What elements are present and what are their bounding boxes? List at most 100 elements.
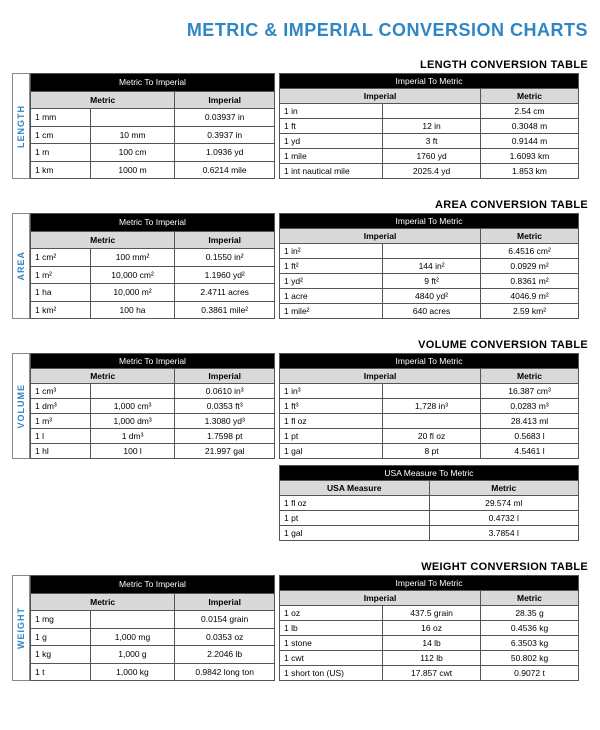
cell: 100 mm² [90,249,175,267]
table-row: 1 m²10,000 cm²1.1960 yd² [31,266,275,284]
column-header: Imperial [280,591,481,606]
table-row: 1 cm10 mm0.3937 in [31,126,275,144]
cell: 10 mm [90,126,175,144]
page-title: METRIC & IMPERIAL CONVERSION CHARTS [12,20,588,41]
cell: 1 m² [31,266,91,284]
table-row: 1 fl oz29.574 ml [280,496,579,511]
table-row: 1 ft²144 in²0.0929 m² [280,259,579,274]
table-row: 1 acre4840 yd²4046.9 m² [280,289,579,304]
section-title: WEIGHT CONVERSION TABLE [12,561,588,573]
conversion-table: Imperial To MetricImperialMetric1 in2.54… [279,73,579,179]
table-row: 1 g1,000 mg0.0353 oz [31,628,275,646]
column-header: Metric [31,369,175,384]
table-row: 1 in2.54 cm [280,104,579,119]
cell: 1760 yd [383,149,481,164]
cell: 0.1550 in² [175,249,275,267]
cell: 1 km [31,161,91,179]
cell: 0.03937 in [175,109,275,127]
cell: 640 acres [383,304,481,319]
cell: 1,000 cm³ [90,399,175,414]
cell: 10,000 m² [90,284,175,302]
cell: 1,000 kg [90,663,175,681]
side-label-wrap: WEIGHT [12,575,30,681]
cell: 0.6214 mile [175,161,275,179]
cell: 0.3048 m [481,119,579,134]
side-label: LENGTH [16,105,26,148]
side-label: AREA [16,251,26,281]
column-header: Imperial [280,369,481,384]
cell: 1,000 g [90,646,175,664]
cell: 112 lb [383,651,481,666]
table-row: 1 mile²640 acres2.59 km² [280,304,579,319]
cell: 16 oz [383,621,481,636]
cell: 1 ft³ [280,399,383,414]
cell: 0.3937 in [175,126,275,144]
table-header: USA Measure To Metric [280,466,579,481]
table-row: 1 gal3.7854 l [280,526,579,541]
cell: 17.857 cwt [383,666,481,681]
table-row: 1 in²6.4516 cm² [280,244,579,259]
cell: 0.0154 grain [175,611,275,629]
column-header: Imperial [175,593,275,611]
table-header: Imperial To Metric [280,354,579,369]
tables-wrap: Metric To ImperialMetricImperial1 mg0.01… [30,575,588,681]
table-row: 1 int nautical mile2025.4 yd1.853 km [280,164,579,179]
cell: 1 pt [280,429,383,444]
table-row: 1 lb16 oz0.4536 kg [280,621,579,636]
cell: 1 t [31,663,91,681]
column-header: Metric [31,231,175,249]
section-title: AREA CONVERSION TABLE [12,199,588,211]
table-row: 1 stone14 lb6.3503 kg [280,636,579,651]
cell: 1 cwt [280,651,383,666]
cell: 1 ha [31,284,91,302]
cell: 1,000 dm³ [90,414,175,429]
cell: 1 yd [280,134,383,149]
cell: 1 fl oz [280,414,383,429]
table-row: 1 mg0.0154 grain [31,611,275,629]
cell: 1.3080 yd³ [175,414,275,429]
tables-wrap: Metric To ImperialMetricImperial1 cm²100… [30,213,588,319]
cell: 144 in² [383,259,481,274]
table-row: 1 hl100 l21.997 gal [31,444,275,459]
table-header: Imperial To Metric [280,214,579,229]
cell: 1 mile² [280,304,383,319]
table-row: 1 pt0.4732 l [280,511,579,526]
section: LENGTH CONVERSION TABLELENGTHMetric To I… [12,59,588,179]
table-row: 1 ft³1,728 in³0.0283 m³ [280,399,579,414]
cell: 1000 m [90,161,175,179]
cell: 1.7598 pt [175,429,275,444]
table-row: 1 short ton (US)17.857 cwt0.9072 t [280,666,579,681]
table-row: 1 mile1760 yd1.6093 km [280,149,579,164]
column-header: Metric [31,593,175,611]
table-header: Metric To Imperial [31,74,275,92]
cell: 1 gal [280,444,383,459]
column-header: Imperial [175,91,275,109]
cell: 100 ha [90,301,175,319]
cell: 9 ft² [383,274,481,289]
conversion-table: Metric To ImperialMetricImperial1 cm²100… [30,213,275,319]
cell: 0.0283 m³ [481,399,579,414]
cell: 100 cm [90,144,175,162]
cell: 1 gal [280,526,430,541]
table-row: 1 ha10,000 m²2.4711 acres [31,284,275,302]
cell: 20 fl oz [383,429,481,444]
cell: 1 pt [280,511,430,526]
cell: 0.9144 m [481,134,579,149]
cell: 1 lb [280,621,383,636]
table-row: 1 ft12 in0.3048 m [280,119,579,134]
column-header: Metric [481,591,579,606]
cell: 100 l [90,444,175,459]
cell: 1 m [31,144,91,162]
cell [90,384,175,399]
conversion-table: Metric To ImperialMetricImperial1 cm³0.0… [30,353,275,459]
cell: 4046.9 m² [481,289,579,304]
column-header: Metric [481,369,579,384]
table-row: 1 in³16.387 cm³ [280,384,579,399]
cell: 1 cm [31,126,91,144]
side-label: VOLUME [16,384,26,429]
table-header: Imperial To Metric [280,74,579,89]
cell: 50.802 kg [481,651,579,666]
cell: 1 fl oz [280,496,430,511]
table-row: 1 m³1,000 dm³1.3080 yd³ [31,414,275,429]
cell: 0.5683 l [481,429,579,444]
